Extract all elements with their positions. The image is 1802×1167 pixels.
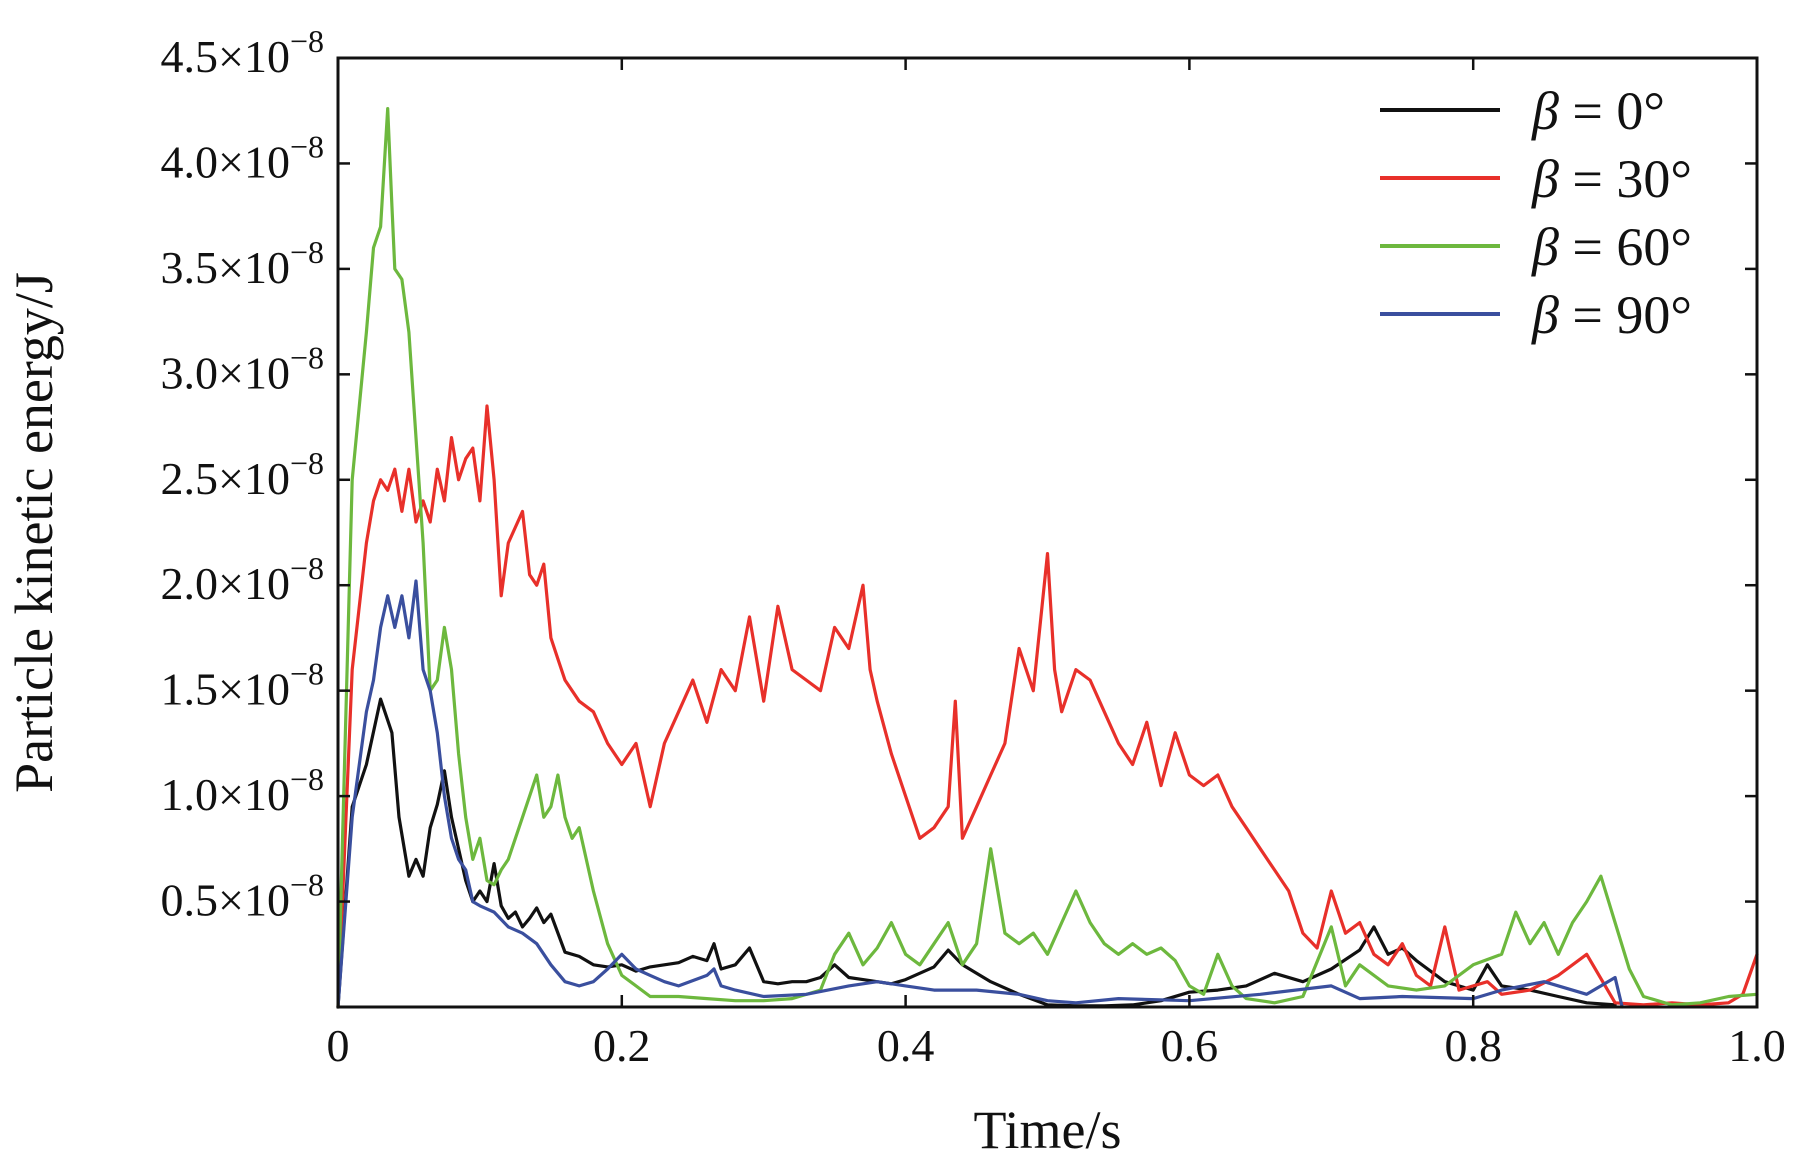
series-layer xyxy=(336,106,1759,1009)
x-axis-title: Time/s xyxy=(973,1100,1121,1160)
y-tick-label-4: 2.5×10−8 xyxy=(161,445,325,504)
x-tick-labels: 0 0.2 0.4 0.6 0.8 1.0 xyxy=(327,1020,1786,1071)
y-tick-label-3: 2.0×10−8 xyxy=(161,550,325,609)
y-tick-labels: 0.5×10−8 1.0×10−8 1.5×10−8 2.0×10−8 2.5×10−8… xyxy=(161,23,325,926)
series-line-2 xyxy=(336,106,1759,1009)
ticks-layer xyxy=(336,56,1759,1007)
series-line-3 xyxy=(336,579,1624,1009)
x-tick-label-0: 0 xyxy=(327,1020,350,1071)
y-tick-label-1: 1.0×10−8 xyxy=(161,761,325,820)
x-tick-label-2: 0.4 xyxy=(877,1020,935,1071)
legend-label-1: β = 30° xyxy=(1531,149,1692,209)
legend: β = 0° β = 30° β = 60° β = 90° xyxy=(1380,81,1692,345)
y-tick-label-8: 4.5×10−8 xyxy=(161,23,325,82)
y-tick-label-0: 0.5×10−8 xyxy=(161,867,325,926)
plot-frame xyxy=(336,56,1759,1009)
x-tick-label-4: 0.8 xyxy=(1444,1020,1502,1071)
x-tick-label-3: 0.6 xyxy=(1161,1020,1219,1071)
series-line-1 xyxy=(336,404,1759,1009)
y-tick-label-6: 3.5×10−8 xyxy=(161,234,325,293)
legend-label-0: β = 0° xyxy=(1531,81,1665,141)
y-tick-label-2: 1.5×10−8 xyxy=(161,656,325,715)
y-tick-label-7: 4.0×10−8 xyxy=(161,128,325,187)
legend-label-3: β = 90° xyxy=(1531,285,1692,345)
y-tick-label-5: 3.0×10−8 xyxy=(161,339,325,398)
legend-label-2: β = 60° xyxy=(1531,217,1692,277)
y-axis-title: Particle kinetic energy/J xyxy=(4,272,64,793)
x-tick-label-5: 1.0 xyxy=(1728,1020,1786,1071)
x-tick-label-1: 0.2 xyxy=(593,1020,651,1071)
